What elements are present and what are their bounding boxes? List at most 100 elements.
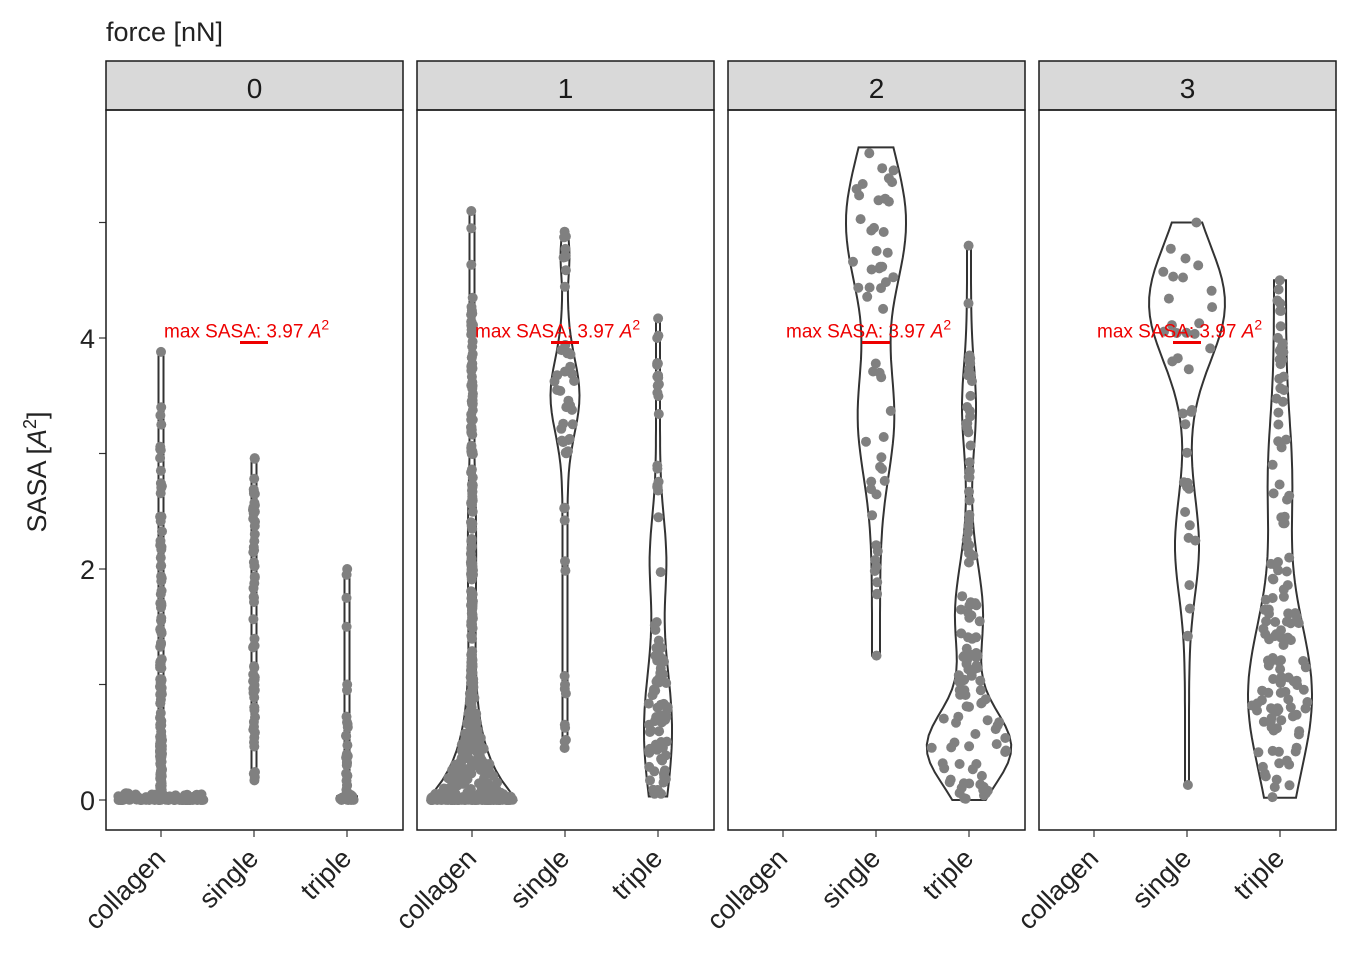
data-point bbox=[964, 457, 975, 468]
data-point bbox=[963, 527, 973, 538]
data-point bbox=[965, 390, 976, 401]
data-point bbox=[961, 418, 971, 429]
data-point bbox=[656, 642, 667, 653]
data-point bbox=[452, 780, 463, 791]
y-tick-label: 2 bbox=[80, 555, 95, 585]
data-point bbox=[155, 694, 166, 705]
data-point bbox=[959, 793, 970, 804]
facet-strip bbox=[1038, 60, 1337, 111]
data-point bbox=[156, 628, 167, 639]
data-point bbox=[953, 711, 964, 722]
data-point bbox=[854, 190, 865, 201]
data-point bbox=[558, 437, 569, 448]
data-point bbox=[871, 489, 882, 500]
data-point bbox=[1278, 347, 1289, 358]
data-point bbox=[1001, 745, 1011, 756]
facet-title: force [nN] bbox=[106, 17, 223, 47]
data-point bbox=[855, 214, 866, 225]
data-point bbox=[876, 452, 887, 463]
data-point bbox=[343, 795, 354, 805]
data-point bbox=[119, 793, 130, 804]
annotation-power: 2 bbox=[321, 316, 329, 332]
data-point bbox=[867, 510, 878, 521]
data-point bbox=[964, 701, 974, 712]
data-point bbox=[155, 733, 166, 744]
data-point bbox=[964, 486, 974, 497]
data-point bbox=[963, 298, 974, 309]
data-point bbox=[653, 330, 664, 341]
data-point bbox=[248, 557, 259, 568]
y-tick-label: 4 bbox=[80, 324, 95, 354]
data-point bbox=[561, 402, 572, 413]
data-point bbox=[565, 361, 576, 372]
data-point bbox=[559, 515, 570, 526]
data-point bbox=[659, 772, 670, 783]
x-tick-label: triple bbox=[917, 843, 980, 906]
data-point bbox=[864, 282, 875, 293]
x-tick-label: triple bbox=[606, 843, 669, 906]
data-point bbox=[466, 446, 477, 457]
y-tick-label: 0 bbox=[80, 786, 95, 816]
x-tick-label: single bbox=[1126, 843, 1197, 914]
data-point bbox=[466, 703, 477, 714]
data-point bbox=[1271, 774, 1282, 785]
data-point bbox=[155, 780, 166, 791]
data-point bbox=[888, 272, 899, 283]
data-point bbox=[1168, 271, 1179, 282]
data-point bbox=[471, 795, 481, 805]
data-point bbox=[1182, 631, 1193, 642]
data-point bbox=[645, 775, 655, 786]
data-point bbox=[650, 739, 661, 750]
data-point bbox=[1275, 321, 1286, 332]
data-point bbox=[955, 689, 966, 700]
data-point bbox=[1271, 560, 1281, 571]
data-point bbox=[1268, 674, 1279, 684]
data-point bbox=[462, 787, 473, 798]
data-point bbox=[644, 727, 655, 737]
data-point bbox=[156, 637, 166, 648]
data-point bbox=[466, 543, 477, 554]
data-point bbox=[466, 657, 477, 668]
data-point bbox=[249, 572, 260, 583]
data-point bbox=[552, 385, 563, 395]
data-point bbox=[982, 715, 993, 726]
data-point bbox=[1180, 507, 1191, 517]
data-point bbox=[879, 475, 890, 486]
data-point bbox=[1207, 302, 1218, 313]
data-point bbox=[466, 352, 477, 363]
y-axis-label-symbol: A bbox=[22, 429, 52, 449]
data-point bbox=[1283, 608, 1294, 619]
data-point bbox=[155, 535, 166, 546]
data-point bbox=[155, 712, 165, 723]
data-point bbox=[974, 616, 985, 627]
annotation-power: 2 bbox=[632, 316, 640, 332]
data-point bbox=[1191, 217, 1202, 228]
data-point bbox=[1257, 761, 1268, 772]
data-point bbox=[971, 632, 982, 643]
data-point bbox=[1184, 520, 1195, 531]
data-point bbox=[1159, 326, 1169, 337]
data-point bbox=[559, 671, 570, 681]
data-point bbox=[857, 179, 868, 189]
data-point bbox=[870, 358, 881, 369]
data-point bbox=[155, 516, 166, 527]
data-point bbox=[560, 265, 571, 276]
data-point bbox=[466, 396, 477, 407]
data-point bbox=[963, 240, 974, 251]
data-point bbox=[963, 427, 974, 438]
data-point bbox=[342, 685, 352, 696]
data-point bbox=[1270, 617, 1281, 627]
data-point bbox=[560, 565, 571, 576]
data-point bbox=[466, 694, 477, 704]
data-point bbox=[249, 737, 259, 748]
data-point bbox=[467, 523, 478, 534]
data-point bbox=[961, 658, 972, 669]
svg-text:SASA [A2]: SASA [A2] bbox=[20, 411, 52, 532]
data-point bbox=[1171, 328, 1182, 338]
data-point bbox=[248, 614, 259, 625]
data-point bbox=[649, 716, 660, 727]
data-point bbox=[483, 785, 494, 796]
data-point bbox=[1158, 266, 1169, 277]
data-point bbox=[559, 503, 570, 514]
